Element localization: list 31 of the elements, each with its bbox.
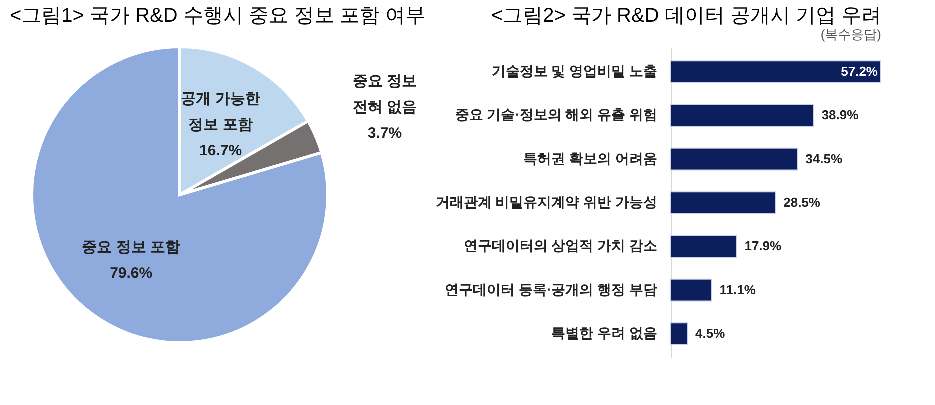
bar [670,192,776,214]
slice-label: 중요 정보 포함 [82,239,180,256]
bar [670,278,712,302]
y-tick-label: 거래관계 비밀유지계약 위반 가능성 [436,194,658,210]
bar [670,322,688,346]
y-tick-label: 중요 기술·정보의 해외 유출 위험 [455,106,658,123]
chart-title: <그림1> 국가 R&D 수행시 중요 정보 포함 여부 [10,5,426,27]
y-tick-label: 연구데이터 등록·공개의 행정 부담 [445,281,658,298]
slice-label: 공개 가능한 정보 포함 [181,90,260,134]
y-tick-label: 특별한 우려 없음 [552,324,658,341]
slice-label: 중요 정보 전혀 없음 [352,73,418,116]
chart-subtitle: (복수응답) [820,27,882,42]
bar [670,60,882,84]
bar [670,148,798,171]
data-label: 16.7% [200,142,242,160]
y-tick-label: 연구데이터의 상업적 가치 감소 [464,238,658,254]
y-tick-label: 특허권 확보의 어려움 [524,150,658,166]
y-tick-label: 기술정보 및 영업비밀 노출 [492,63,658,80]
bar [670,235,738,258]
data-label: 11.1% [720,282,756,298]
data-label: 17.9% [744,238,782,254]
data-label: 3.7% [368,125,402,142]
data-label: 79.6% [110,265,153,282]
bar [670,104,814,128]
chart-title: <그림2> 국가 R&D 데이터 공개시 기업 우려 [491,5,882,27]
data-label: 34.5% [806,151,843,166]
data-label: 38.9% [822,108,860,123]
data-label: 57.2% [841,64,878,80]
data-label: 4.5% [696,326,726,341]
data-label: 28.5% [784,195,821,210]
pie-slice [30,46,330,344]
